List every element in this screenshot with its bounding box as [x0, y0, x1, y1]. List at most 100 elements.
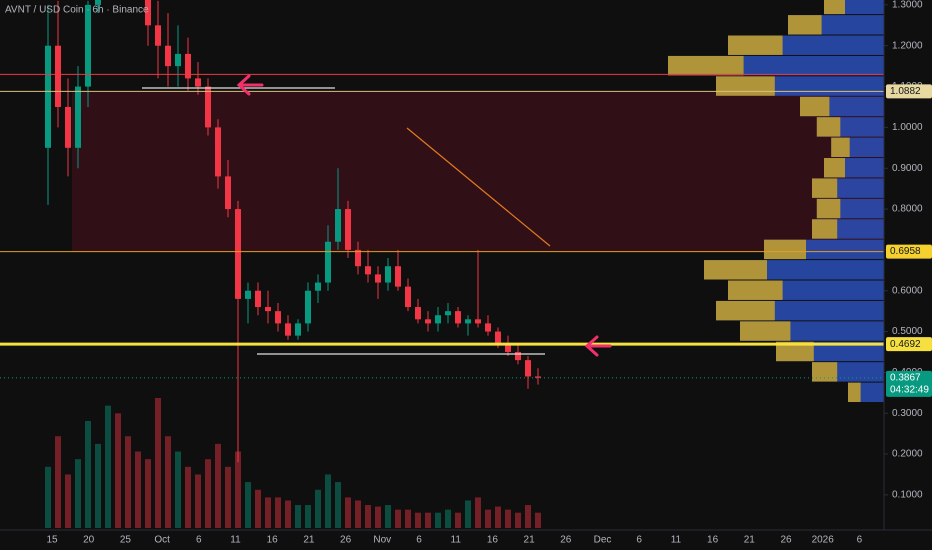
candle-body: [445, 311, 451, 316]
x-tick-label: 21: [744, 535, 756, 546]
volume-bar: [515, 512, 521, 528]
volume-bar: [335, 482, 341, 528]
candle-body: [495, 331, 501, 344]
profile-bar-edge: [716, 300, 775, 321]
candle-body: [505, 343, 511, 352]
candle-body: [475, 319, 481, 324]
volume-bar: [275, 497, 281, 528]
volume-bar: [305, 505, 311, 528]
candle-body: [165, 45, 171, 67]
profile-bar-edge: [812, 219, 838, 239]
candle-body: [85, 4, 91, 87]
y-tick-label: 1.3000: [892, 0, 923, 11]
volume-bar: [375, 506, 381, 528]
candle-body: [285, 323, 291, 336]
y-tick-label: 1.0000: [892, 122, 923, 133]
volume-bar: [365, 505, 371, 528]
candle-body: [455, 311, 461, 324]
chart-title: AVNT / USD Coin · 6h · Binance: [5, 5, 149, 16]
volume-layer: [45, 398, 541, 528]
volume-bar: [445, 509, 451, 528]
profile-bar-edge: [812, 178, 838, 198]
candle-body: [45, 45, 51, 148]
volume-bar: [75, 459, 81, 528]
volume-bar: [65, 474, 71, 528]
candle-body: [185, 53, 191, 79]
x-tick-label: 11: [451, 535, 462, 546]
volume-bar: [255, 489, 261, 528]
x-tick-label: 26: [780, 535, 792, 546]
x-tick-label: 26: [340, 535, 352, 546]
price-tag-label: 0.6958: [890, 246, 921, 257]
volume-bar: [415, 512, 421, 528]
candle-body: [145, 0, 151, 26]
candle-body: [265, 307, 271, 312]
x-tick-label: 6: [636, 535, 642, 546]
volume-bar: [265, 497, 271, 528]
x-tick-label: 16: [487, 535, 499, 546]
candle-body: [525, 360, 531, 377]
candle-body: [535, 376, 541, 378]
volume-bar: [45, 466, 51, 528]
profile-bar-edge: [764, 239, 806, 260]
x-tick-label: 20: [83, 535, 95, 546]
volume-bar: [185, 466, 191, 528]
volume-bar: [385, 505, 391, 528]
candle-body: [485, 323, 491, 332]
profile-bar-edge: [728, 35, 783, 55]
price-tag-label: 0.4692: [890, 339, 921, 350]
candle-body: [95, 0, 101, 5]
x-tick-label: 26: [560, 535, 572, 546]
candle-body: [365, 266, 371, 275]
last-price-tag: [886, 370, 932, 397]
y-tick-label: 0.8000: [892, 204, 923, 215]
volume-bar: [405, 509, 411, 528]
profile-bar-edge: [816, 117, 841, 137]
zone: [72, 91, 884, 252]
volume-bar: [155, 398, 161, 528]
volume-bar: [315, 489, 321, 528]
x-tick-label: 11: [671, 535, 682, 546]
y-tick-label: 0.3000: [892, 408, 923, 419]
profile-bar-edge: [816, 198, 841, 219]
level-layer: [0, 73, 884, 379]
volume-bar: [145, 459, 151, 528]
price-tag: [886, 337, 932, 352]
zone-layer: [72, 91, 884, 252]
candle-body: [415, 307, 421, 320]
x-tick-label: 6: [416, 535, 422, 546]
y-tick-label: 0.2000: [892, 449, 923, 460]
volume-bar: [525, 505, 531, 528]
volume-bar: [425, 512, 431, 528]
volume-bar: [195, 474, 201, 528]
volume-bar: [245, 482, 251, 528]
x-tick-label: 16: [707, 535, 719, 546]
x-tick-label: 6: [857, 535, 863, 546]
volume-bar: [115, 413, 121, 528]
profile-bar-edge: [824, 158, 845, 178]
profile-bar-edge: [812, 362, 838, 382]
candle-body: [335, 209, 341, 242]
candle-body: [345, 209, 351, 250]
arrow: [236, 74, 264, 96]
profile-bar-edge: [776, 341, 814, 362]
x-tick-label: Nov: [373, 535, 391, 546]
price-tag: [886, 84, 932, 99]
price-tag-label: 1.0882: [890, 86, 921, 97]
volume-bar: [165, 436, 171, 528]
last-price-label: 0.3867: [890, 372, 921, 383]
profile-bar-edge: [740, 321, 791, 341]
candle-body: [65, 106, 71, 148]
x-tick-label: 15: [46, 535, 58, 546]
volume-bar: [85, 420, 91, 528]
volume-bar: [95, 443, 101, 528]
candle-body: [315, 282, 321, 291]
volume-bar: [175, 451, 181, 528]
countdown-label: 04:32:49: [890, 384, 929, 395]
volume-bar: [455, 512, 461, 528]
profile-bar-edge: [848, 382, 861, 403]
volume-bar: [285, 500, 291, 528]
x-tick-label: 21: [303, 535, 315, 546]
